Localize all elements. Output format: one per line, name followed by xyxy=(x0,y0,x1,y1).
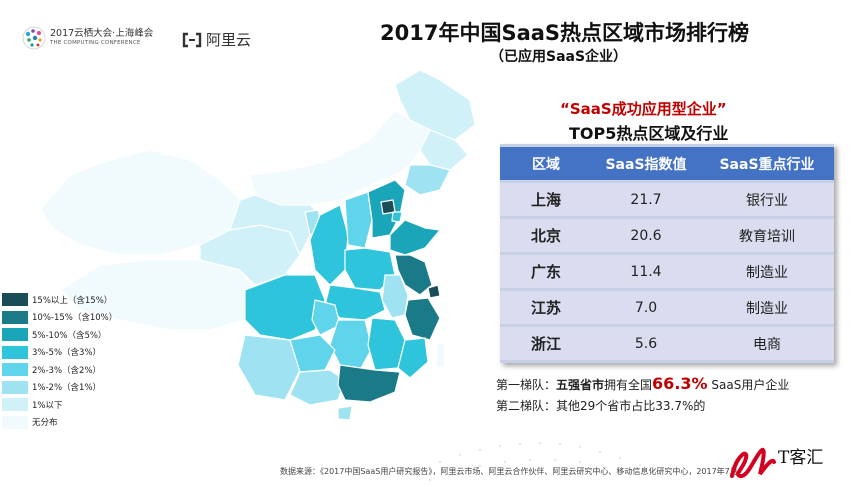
legend-swatch xyxy=(2,293,28,307)
table-header-cell: SaaS指数值 xyxy=(592,147,700,180)
legend-item: 1%以下 xyxy=(2,396,117,414)
map-legend: 15%以上（含15%） 10%-15%（含10%） 5%-10%（含5%） 3%… xyxy=(2,291,117,431)
table-cell-region: 浙江 xyxy=(500,327,592,360)
table-cell-region: 广东 xyxy=(500,255,592,288)
top5-table-grid: 区域 SaaS指数值 SaaS重点行业 上海 21.7 银行业 北京 20.6 … xyxy=(500,144,834,363)
region-guizhou xyxy=(289,334,336,373)
region-zhejiang xyxy=(404,297,441,341)
region-xinjiang xyxy=(39,149,241,256)
region-shandong xyxy=(389,219,441,256)
table-cell-industry: 银行业 xyxy=(700,183,834,216)
panel-black-title: TOP5热点区域及行业 xyxy=(569,124,729,143)
page-title: 2017年中国SaaS热点区域市场排行榜 xyxy=(380,21,750,45)
conference-english-name: THE COMPUTING CONFERENCE xyxy=(50,40,141,47)
region-guangdong xyxy=(337,364,401,403)
legend-label: 2%-3%（含2%） xyxy=(32,365,102,376)
legend-swatch xyxy=(2,415,28,429)
legend-label: 10%-15%（含10%） xyxy=(32,313,118,324)
tier1-bold: 五强省市 xyxy=(556,378,605,392)
aliyun-logo: 阿里云 xyxy=(182,29,251,50)
legend-item: 15%以上（含15%） xyxy=(2,291,117,309)
table-header-cell: 区域 xyxy=(500,147,592,180)
legend-label: 1%-2%（含1%） xyxy=(32,383,102,394)
conference-logo-icon xyxy=(22,26,46,50)
region-shaanxi xyxy=(309,204,349,286)
legend-label: 3%-5%（含3%） xyxy=(32,348,102,359)
page-subtitle: （已应用SaaS企业） xyxy=(490,49,628,65)
table-cell-industry: 电商 xyxy=(700,327,834,360)
legend-item: 2%-3%（含2%） xyxy=(2,361,117,379)
legend-swatch xyxy=(2,345,28,359)
table-cell-region: 江苏 xyxy=(500,291,592,324)
region-guangxi xyxy=(289,369,346,406)
table-row: 广东 11.4 制造业 xyxy=(500,255,834,288)
table-row: 北京 20.6 教育培训 xyxy=(500,219,834,252)
table-cell-index: 20.6 xyxy=(592,219,700,252)
tier1-suffix: SaaS用户企业 xyxy=(707,378,790,392)
decorative-dots xyxy=(418,441,642,482)
legend-label: 无分布 xyxy=(32,418,58,429)
table-cell-region: 北京 xyxy=(500,219,592,252)
legend-swatch xyxy=(2,363,28,377)
table-cell-industry: 制造业 xyxy=(700,291,834,324)
table-row: 江苏 7.0 制造业 xyxy=(500,291,834,324)
region-jiangsu xyxy=(394,254,433,296)
legend-item: 无分布 xyxy=(2,414,117,432)
watermark-logo xyxy=(730,448,776,478)
region-fujian xyxy=(397,337,429,379)
legend-swatch xyxy=(2,328,28,342)
region-hainan xyxy=(337,405,353,421)
watermark-text: T客汇 xyxy=(778,448,824,468)
table-header-cell: SaaS重点行业 xyxy=(700,147,834,180)
region-sichuan xyxy=(244,274,326,341)
table-cell-index: 11.4 xyxy=(592,255,700,288)
region-yunnan xyxy=(237,334,301,401)
aliyun-name: 阿里云 xyxy=(206,31,252,49)
legend-item: 3%-5%（含3%） xyxy=(2,344,117,362)
table-cell-region: 上海 xyxy=(500,183,592,216)
table-header-row: 区域 SaaS指数值 SaaS重点行业 xyxy=(500,147,834,180)
table-cell-industry: 制造业 xyxy=(700,255,834,288)
tier2-note: 第二梯队：其他29个省市占比33.7%的 xyxy=(496,399,706,413)
tier1-mid: 拥有全国 xyxy=(604,378,653,392)
conference-logo: 2017云栖大会·上海峰会 THE COMPUTING CONFERENCE xyxy=(22,26,153,50)
tier1-percent: 66.3% xyxy=(652,374,708,393)
table-row: 上海 21.7 银行业 xyxy=(500,183,834,216)
table-cell-index: 5.6 xyxy=(592,327,700,360)
legend-swatch xyxy=(2,310,28,324)
legend-label: 15%以上（含15%） xyxy=(32,295,113,306)
panel-red-title: “SaaS成功应用型企业” xyxy=(560,100,727,118)
top5-table: 区域 SaaS指数值 SaaS重点行业 上海 21.7 银行业 北京 20.6 … xyxy=(500,144,834,363)
region-taiwan xyxy=(435,341,446,369)
table-cell-index: 21.7 xyxy=(592,183,700,216)
table-cell-index: 7.0 xyxy=(592,291,700,324)
legend-item: 10%-15%（含10%） xyxy=(2,309,117,327)
legend-label: 1%以下 xyxy=(32,400,63,411)
conference-name: 2017云栖大会·上海峰会 xyxy=(50,28,154,40)
region-tianjin xyxy=(391,211,403,223)
legend-item: 1%-2%（含1%） xyxy=(2,379,117,397)
region-shanghai xyxy=(427,284,441,299)
tier1-prefix: 第一梯队： xyxy=(496,378,557,392)
legend-item: 5%-10%（含5%） xyxy=(2,326,117,344)
region-shanxi xyxy=(344,191,373,249)
data-source: 数据来源：《2017中国SaaS用户研究报告》，阿里云市场、阿里云合作伙伴、阿里… xyxy=(280,467,738,476)
legend-label: 5%-10%（含5%） xyxy=(32,330,107,341)
region-chongqing xyxy=(311,299,341,336)
table-cell-industry: 教育培训 xyxy=(700,219,834,252)
region-hunan xyxy=(329,319,373,371)
legend-swatch xyxy=(2,380,28,394)
aliyun-logo-icon xyxy=(182,32,202,47)
tier1-note: 第一梯队：五强省市拥有全国66.3% SaaS用户企业 xyxy=(496,374,789,393)
table-row: 浙江 5.6 电商 xyxy=(500,327,834,360)
legend-swatch xyxy=(2,398,28,412)
region-liaoning xyxy=(404,164,451,196)
